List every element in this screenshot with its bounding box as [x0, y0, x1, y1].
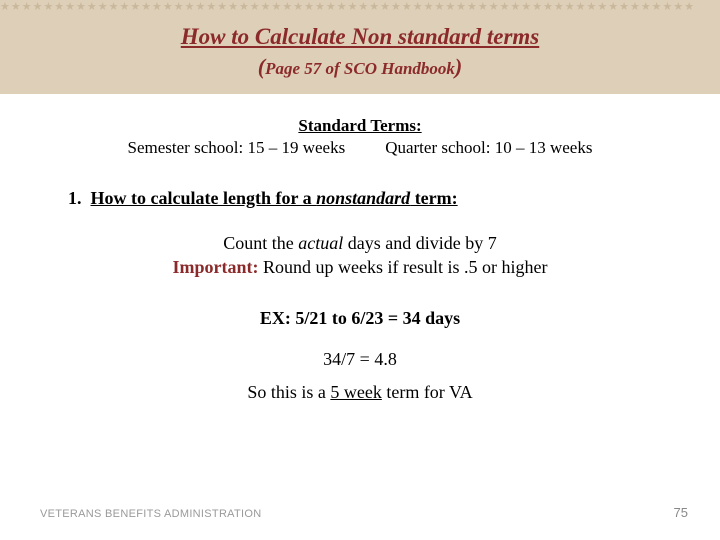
- content-area: Standard Terms: Semester school: 15 – 19…: [0, 94, 720, 403]
- page-title: How to Calculate Non standard terms: [20, 24, 700, 50]
- page-number: 75: [674, 505, 688, 520]
- subtitle-text: Page 57 of SCO Handbook: [265, 59, 455, 78]
- result-a: So this is a: [247, 382, 330, 402]
- standard-terms-heading: Standard Terms:: [50, 116, 670, 136]
- semester-text: Semester school: 15 – 19 weeks: [128, 138, 346, 157]
- standard-terms-line: Semester school: 15 – 19 weeks Quarter sc…: [50, 138, 670, 158]
- calculation-line: 34/7 = 4.8: [50, 349, 670, 370]
- result-weeks: 5 week: [330, 382, 381, 402]
- page-subtitle: (Page 57 of SCO Handbook): [20, 54, 700, 80]
- instruction-block: Count the actual days and divide by 7 Im…: [50, 231, 670, 280]
- example-line: EX: 5/21 to 6/23 = 34 days: [50, 308, 670, 329]
- result-line: So this is a 5 week term for VA: [50, 382, 670, 403]
- section-number: 1.: [68, 188, 82, 208]
- quarter-text: Quarter school: 10 – 13 weeks: [385, 138, 592, 157]
- instr-line1c: days and divide by 7: [343, 233, 496, 253]
- instr-actual: actual: [298, 233, 343, 253]
- star-decoration: ★★★★★★★★★★★★★★★★★★★★★★★★★★★★★★★★★★★★★★★★…: [0, 2, 720, 13]
- section-heading: 1. How to calculate length for a nonstan…: [68, 188, 670, 209]
- important-label: Important:: [173, 257, 259, 277]
- header-band: ★★★★★★★★★★★★★★★★★★★★★★★★★★★★★★★★★★★★★★★★…: [0, 0, 720, 94]
- result-c: term for VA: [382, 382, 473, 402]
- paren-open: (: [258, 54, 265, 79]
- footer-org: VETERANS BENEFITS ADMINISTRATION: [40, 508, 261, 520]
- instr-line2: Round up weeks if result is .5 or higher: [259, 257, 548, 277]
- section-lead: How to calculate length for a: [91, 188, 317, 208]
- instr-line1a: Count the: [223, 233, 298, 253]
- section-emph: nonstandard: [316, 188, 410, 208]
- section-tail: term:: [410, 188, 457, 208]
- paren-close: ): [455, 54, 462, 79]
